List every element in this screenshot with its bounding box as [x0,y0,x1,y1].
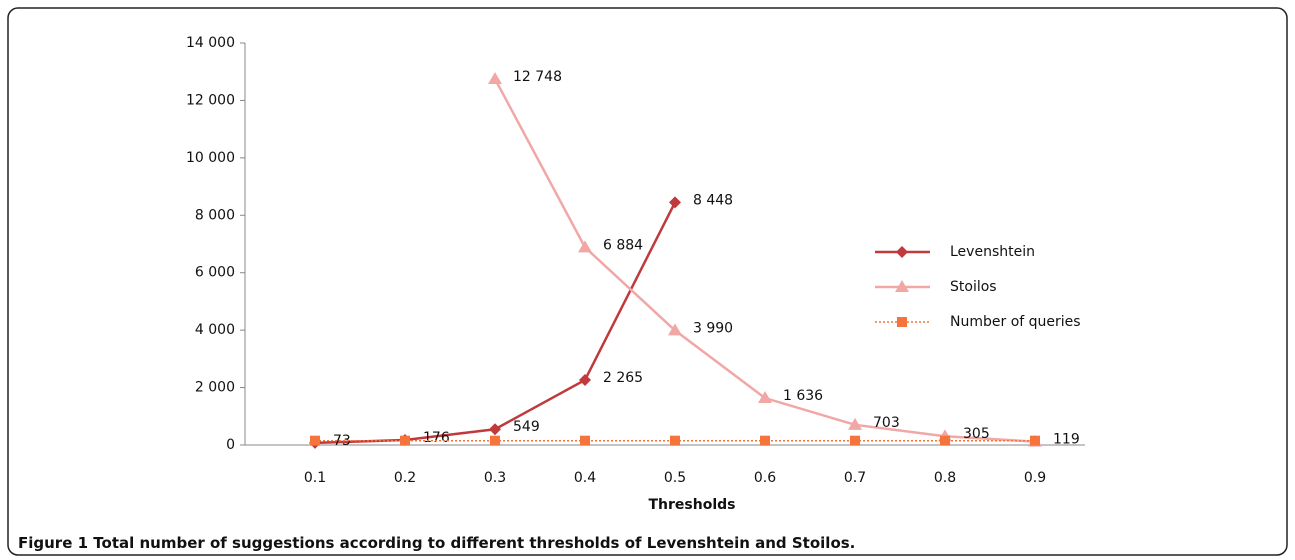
figure-frame [7,7,1288,556]
data-label: 6 884 [603,237,643,253]
data-label: 2 265 [603,370,643,386]
data-point [488,71,502,84]
legend-marker [896,246,908,258]
data-point [940,435,950,446]
data-point [1030,435,1040,446]
x-tick-label: 0.6 [754,470,776,486]
data-label: 1 636 [783,388,823,404]
y-tick-label: 14 000 [186,35,235,51]
y-tick-label: 4 000 [195,322,235,338]
caption: Figure 1 Total number of suggestions acc… [18,534,855,552]
x-tick-label: 0.4 [574,470,596,486]
data-label: 703 [873,415,900,431]
x-tick-label: 0.2 [394,470,416,486]
y-tick-label: 10 000 [186,150,235,166]
data-point [489,423,501,436]
x-axis-title: Thresholds [649,497,736,513]
data-label: 73 [333,433,351,449]
data-label: 3 990 [693,320,733,336]
y-tick-label: 6 000 [195,265,235,281]
data-point [848,417,862,430]
data-label: 305 [963,426,990,442]
data-point [579,373,591,386]
caption-label: Figure 1 [18,534,88,552]
legend-label: Levenshtein [950,244,1035,260]
data-point [670,435,680,446]
series-line [493,78,1036,443]
x-tick-label: 0.7 [844,470,866,486]
data-label: 176 [423,430,450,446]
y-tick-label: 8 000 [195,207,235,223]
legend-marker [895,280,909,292]
data-label: 549 [513,419,540,435]
legend-label: Number of queries [950,314,1081,330]
data-label: 12 748 [513,69,562,85]
data-point [760,435,770,446]
data-label: 8 448 [693,192,733,208]
legend-label: Stoilos [950,279,997,295]
data-point [578,240,592,253]
x-tick-label: 0.3 [484,470,506,486]
data-point [669,196,681,209]
data-label: 119 [1053,432,1080,448]
data-point [490,435,500,446]
x-tick-label: 0.1 [304,470,326,486]
legend-marker [897,317,907,327]
y-tick-label: 2 000 [195,380,235,396]
y-tick-label: 0 [226,437,235,453]
x-tick-label: 0.5 [664,470,686,486]
data-point [400,435,410,446]
data-point [668,323,682,336]
data-point [850,435,860,446]
x-tick-label: 0.8 [934,470,956,486]
data-point [580,435,590,446]
x-tick-label: 0.9 [1024,470,1046,486]
caption-text: Total number of suggestions according to… [93,534,855,552]
data-point [758,391,772,404]
data-point [310,435,320,446]
y-tick-label: 12 000 [186,92,235,108]
